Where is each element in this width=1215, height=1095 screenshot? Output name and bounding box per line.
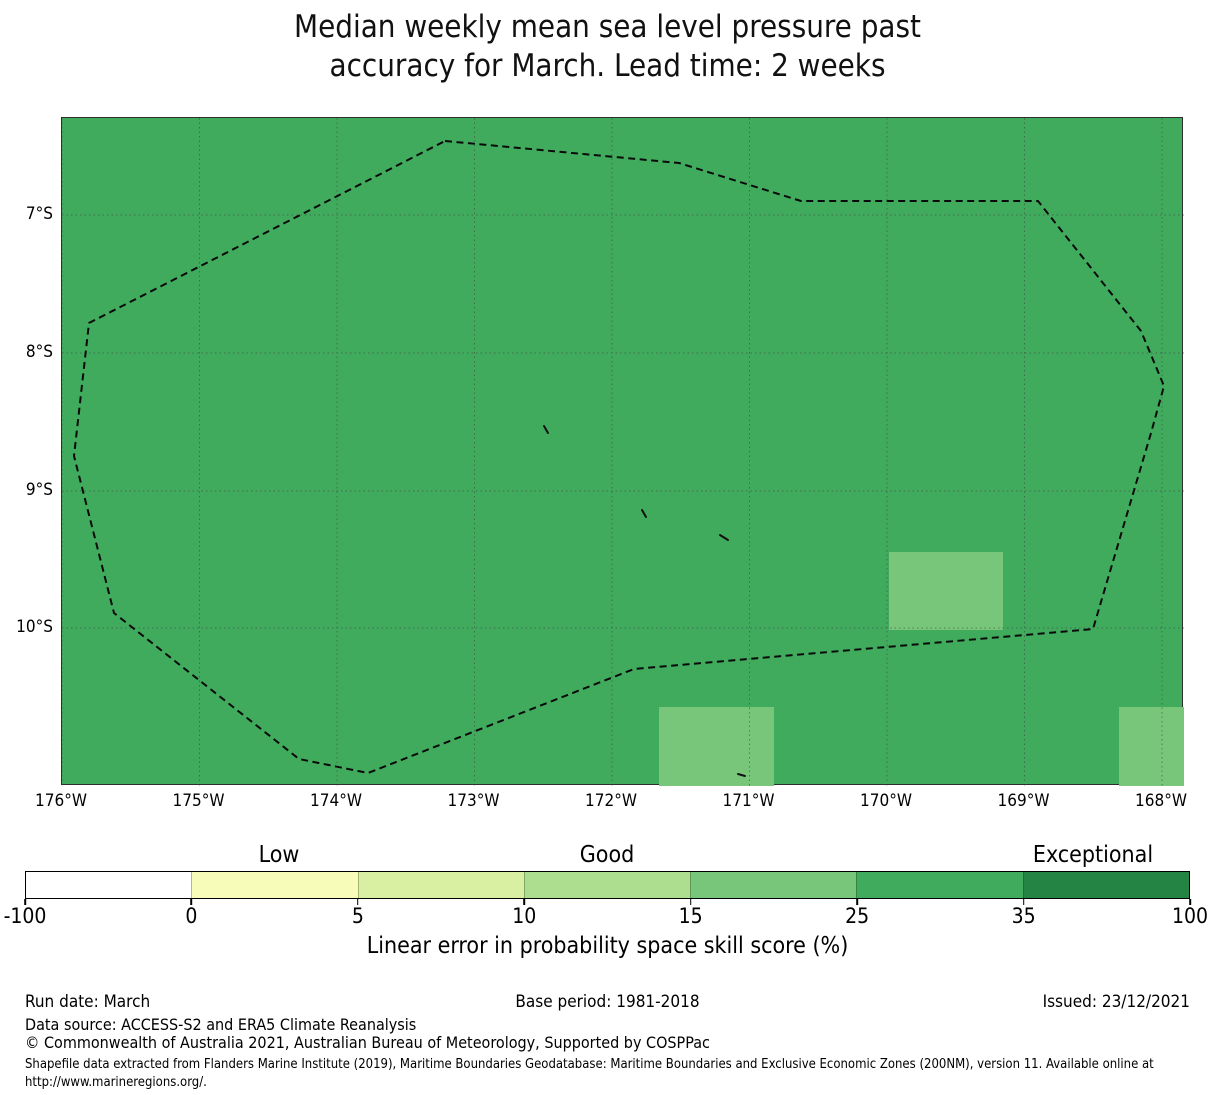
- low-skill-patch-1: [889, 552, 1003, 630]
- x-tick-175w: 175°W: [172, 791, 225, 811]
- low-skill-patch-2: [659, 707, 774, 786]
- base-period: Base period: 1981-2018: [515, 992, 700, 1012]
- y-tick-7s: 7°S: [25, 204, 53, 224]
- island-marks: [543, 425, 746, 777]
- y-tick-9s: 9°S: [25, 480, 53, 500]
- colorbar-segment: [357, 872, 524, 898]
- x-tick-173w: 173°W: [447, 791, 500, 811]
- colorbar-tick-0: 0: [185, 904, 198, 928]
- run-date: Run date: March: [25, 992, 151, 1012]
- low-skill-patch-3: [1119, 707, 1184, 786]
- colorbar-tickmark: [24, 899, 26, 905]
- eez-boundary: [73, 140, 1165, 774]
- colorbar-segment: [191, 872, 358, 898]
- colorbar-tickmark: [523, 899, 526, 905]
- colorbar-tickmark: [190, 899, 193, 905]
- colorbar-segment: [856, 872, 1023, 898]
- colorbar-tick-35: 35: [1011, 904, 1036, 928]
- y-tick-10s: 10°S: [16, 617, 53, 637]
- x-tick-174w: 174°W: [310, 791, 362, 811]
- map-area: [61, 117, 1184, 786]
- colorbar-tickmark: [1189, 899, 1191, 905]
- x-tick-172w: 172°W: [585, 791, 637, 811]
- colorbar-tick-m100: -100: [3, 904, 47, 928]
- graticule-gridlines: [62, 118, 1184, 786]
- colorbar-tick-15: 15: [678, 904, 703, 928]
- x-tick-170w: 170°W: [860, 791, 912, 811]
- data-source: Data source: ACCESS-S2 and ERA5 Climate …: [25, 1015, 417, 1034]
- colorbar-segment: [523, 872, 691, 898]
- colorbar-segment: [1022, 872, 1189, 898]
- colorbar-tickmark: [689, 899, 692, 905]
- colorbar-tick-100: 100: [1171, 904, 1209, 928]
- shapefile-note: Shapefile data extracted from Flanders M…: [25, 1057, 1154, 1090]
- colorbar-tick-10: 10: [512, 904, 537, 928]
- colorbar-zone-good: Good: [579, 842, 635, 868]
- colorbar: [25, 871, 1190, 899]
- colorbar-segment: [690, 872, 857, 898]
- colorbar-caption: Linear error in probability space skill …: [366, 933, 849, 959]
- x-tick-176w: 176°W: [35, 791, 87, 811]
- chart-title-line2: accuracy for March. Lead time: 2 weeks: [329, 48, 886, 84]
- colorbar-tickmark: [856, 899, 858, 905]
- colorbar-tickmark: [1022, 899, 1025, 905]
- copyright-line: © Commonwealth of Australia 2021, Austra…: [25, 1033, 710, 1052]
- colorbar-tick-25: 25: [845, 904, 870, 928]
- x-tick-168w: 168°W: [1135, 791, 1187, 811]
- map-overlay: [62, 118, 1184, 786]
- colorbar-zone-low: Low: [258, 842, 300, 868]
- colorbar-tick-5: 5: [351, 904, 364, 928]
- x-tick-171w: 171°W: [722, 791, 775, 811]
- issued-date: Issued: 23/12/2021: [1042, 992, 1190, 1012]
- chart-title-line1: Median weekly mean sea level pressure pa…: [294, 9, 921, 45]
- colorbar-zone-exceptional: Exceptional: [1032, 842, 1154, 868]
- colorbar-tickmark: [357, 899, 359, 905]
- x-tick-169w: 169°W: [997, 791, 1050, 811]
- chart-title: Median weekly mean sea level pressure pa…: [0, 8, 1215, 86]
- colorbar-segment: [26, 872, 192, 898]
- y-tick-8s: 8°S: [25, 342, 53, 362]
